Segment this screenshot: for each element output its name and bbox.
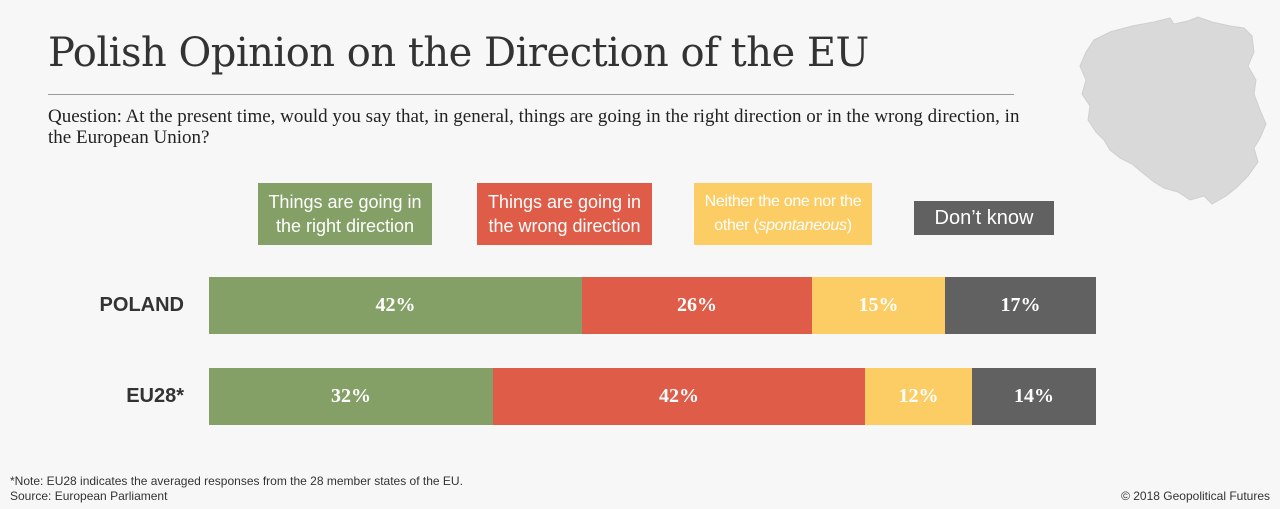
bar-poland-dont_know: 17% xyxy=(945,277,1096,334)
legend-dont-know: Don’t know xyxy=(914,201,1054,235)
chart-title: Polish Opinion on the Direction of the E… xyxy=(48,30,869,76)
bar-label-poland-right: 42% xyxy=(375,294,416,316)
bar-eu28-wrong: 42% xyxy=(493,368,865,425)
bar-label-poland-neither: 15% xyxy=(858,294,899,316)
bar-poland-wrong: 26% xyxy=(582,277,812,334)
bar-label-poland-dont_know: 17% xyxy=(1000,294,1041,316)
bar-eu28-neither: 12% xyxy=(865,368,972,425)
legend-right-line2: the right direction xyxy=(275,216,415,236)
bar-eu28-right: 32% xyxy=(209,368,493,425)
legend-wrong-line2: the wrong direction xyxy=(488,216,641,236)
bar-label-eu28-wrong: 42% xyxy=(659,385,699,407)
bar-label-eu28-neither: 12% xyxy=(898,385,939,407)
poland-map-icon xyxy=(1079,16,1267,205)
legend-dont-know-label: Don’t know xyxy=(934,207,1034,229)
bar-poland-neither: 15% xyxy=(812,277,945,334)
bar-label-eu28-right: 32% xyxy=(331,385,371,407)
legend-neither-line1: Neither the one nor the xyxy=(704,193,862,210)
legend-wrong-direction: Things are going in the wrong direction xyxy=(477,183,652,245)
bar-poland-right: 42% xyxy=(209,277,582,334)
legend-right-line1: Things are going in xyxy=(268,192,422,212)
bar-label-poland-wrong: 26% xyxy=(677,294,717,316)
legend-right-direction: Things are going in the right direction xyxy=(258,183,432,245)
legend-neither: Neither the one nor the other (spontaneo… xyxy=(694,183,872,245)
bar-eu28-dont_know: 14% xyxy=(972,368,1096,425)
row-label-poland: POLAND xyxy=(99,294,184,316)
bar-row-poland: 42% 26% 15% 17% xyxy=(209,277,1096,334)
source-note: Source: European Parliament xyxy=(10,489,168,503)
legend-wrong-line1: Things are going in xyxy=(487,192,642,212)
copyright: © 2018 Geopolitical Futures xyxy=(1121,489,1270,503)
row-label-eu28: EU28* xyxy=(126,385,184,407)
bar-label-eu28-dont_know: 14% xyxy=(1014,385,1054,407)
bar-row-eu28: 32% 42% 12% 14% xyxy=(209,368,1096,425)
survey-question: Question: At the present time, would you… xyxy=(48,106,1020,148)
title-divider xyxy=(48,94,1014,95)
legend-neither-line2: other (spontaneous) xyxy=(714,217,852,234)
footnote: *Note: EU28 indicates the averaged respo… xyxy=(10,474,463,488)
legend-neither-spontaneous: spontaneous xyxy=(758,217,847,234)
